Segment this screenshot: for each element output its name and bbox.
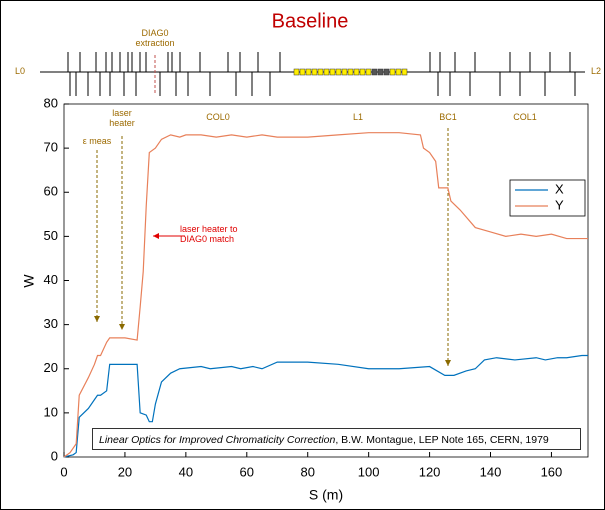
x-tick-label: 20 — [118, 464, 132, 479]
y-tick-label: 40 — [44, 272, 58, 287]
legend: XY — [509, 179, 586, 217]
cavity — [299, 68, 306, 76]
cavity — [305, 68, 312, 76]
y-tick-label: 60 — [44, 184, 58, 199]
x-axis-label: S (m) — [309, 487, 343, 503]
legend-box — [509, 179, 586, 217]
cavity — [365, 68, 372, 76]
chart-title: Baseline — [272, 10, 349, 32]
annotation: laser heater to DIAG0 match — [180, 224, 238, 244]
cavity — [341, 68, 348, 76]
reference-note: Linear Optics for Improved Chromaticity … — [92, 428, 581, 450]
cavity — [311, 68, 318, 76]
cavity — [359, 68, 366, 76]
legend-label: X — [555, 181, 564, 196]
cavity — [395, 68, 402, 76]
note-title: Linear Optics for Improved Chromaticity … — [99, 434, 336, 446]
annotation: BC1 — [439, 112, 457, 122]
annotation: laser heater — [109, 108, 135, 128]
series-line — [63, 132, 588, 458]
annotation: L1 — [352, 112, 363, 122]
cavity — [389, 68, 396, 76]
y-tick-label: 50 — [44, 228, 58, 243]
x-tick-label: 0 — [60, 464, 67, 479]
note-text: , B.W. Montague, LEP Note 165, CERN, 197… — [335, 434, 549, 446]
y-tick-label: 80 — [44, 95, 58, 110]
y-axis-label: W — [21, 274, 37, 288]
lattice — [40, 52, 585, 96]
y-tick-label: 20 — [44, 360, 58, 375]
series-line — [63, 354, 588, 458]
plot-area — [63, 103, 589, 458]
cavity — [383, 68, 390, 76]
annotation: ε meas — [82, 136, 112, 146]
x-tick-label: 40 — [179, 464, 193, 479]
cavity — [293, 68, 300, 76]
x-tick-label: 120 — [419, 464, 441, 479]
annotation: L0 — [14, 66, 25, 76]
cavity — [353, 68, 360, 76]
annotation: COL1 — [513, 112, 537, 122]
cavity — [377, 68, 384, 76]
cavity — [371, 68, 378, 76]
cavity — [329, 68, 336, 76]
y-tick-label: 70 — [44, 140, 58, 155]
y-tick-label: 0 — [51, 448, 58, 463]
annotation: L2 — [590, 66, 601, 76]
cavity — [347, 68, 354, 76]
y-tick-label: 30 — [44, 316, 58, 331]
cavity — [317, 68, 324, 76]
cavity — [335, 68, 342, 76]
legend-label: Y — [555, 197, 564, 212]
plot: 0 20 40 60 80 100 120 140 160 0 10 20 30 40 50 60 70 80 XY — [44, 95, 589, 479]
x-tick-label: 160 — [541, 464, 563, 479]
x-tick-label: 100 — [358, 464, 380, 479]
cavity — [401, 68, 408, 76]
x-tick-label: 140 — [480, 464, 502, 479]
annotation: COL0 — [206, 112, 230, 122]
x-tick-label: 80 — [300, 464, 314, 479]
x-tick-label: 60 — [240, 464, 254, 479]
annotation: DIAG0 extraction — [135, 28, 175, 48]
y-tick-label: 10 — [44, 404, 58, 419]
cavity — [323, 68, 330, 76]
